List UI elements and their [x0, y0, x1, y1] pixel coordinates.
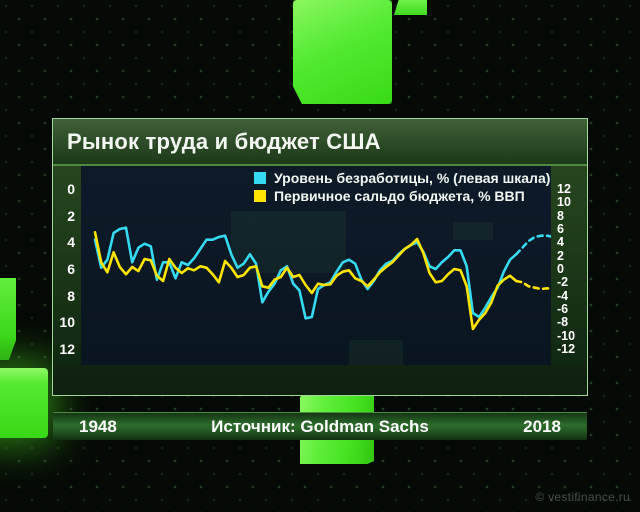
right-axis-tick: 10	[557, 195, 571, 209]
left-axis-tick: 8	[67, 288, 75, 304]
legend-swatch-budget-icon	[254, 190, 266, 202]
right-axis-tick: 6	[557, 222, 564, 236]
left-axis: 0 2 4 6 8 10 12	[53, 166, 81, 365]
right-axis-tick: 2	[557, 249, 564, 263]
chart-legend: Уровень безработицы, % (левая шкала) Пер…	[254, 170, 550, 206]
right-axis-tick: -4	[557, 289, 569, 303]
right-axis-tick: 12	[557, 182, 571, 196]
right-axis-tick: -8	[557, 315, 569, 329]
chart-panel: Рынок труда и бюджет США 0 2 4 6 8 10 12…	[52, 118, 588, 440]
footer-year-start: 1948	[79, 416, 117, 436]
right-axis-tick: -2	[557, 275, 569, 289]
green-cube-left-lower	[0, 368, 48, 438]
page-title: Рынок труда и бюджет США	[67, 128, 381, 154]
right-axis-tick: -6	[557, 302, 569, 316]
footer-bar: 1948 Источник: Goldman Sachs 2018	[53, 412, 587, 440]
left-axis-tick: 0	[67, 181, 75, 197]
chart-canvas	[93, 226, 553, 331]
green-cube-left-upper	[0, 278, 16, 360]
right-axis-tick: 0	[557, 262, 564, 276]
legend-item-budget: Первичное сальдо бюджета, % ВВП	[254, 188, 550, 204]
chart-body: 0 2 4 6 8 10 12 Уровень безработицы, % (…	[53, 166, 587, 440]
title-separator	[53, 164, 587, 166]
left-axis-tick: 12	[59, 341, 75, 357]
panel-title-bar: Рынок труда и бюджет США	[53, 119, 587, 164]
legend-item-unemployment: Уровень безработицы, % (левая шкала)	[254, 170, 550, 186]
legend-label: Уровень безработицы, % (левая шкала)	[274, 170, 551, 186]
right-axis-tick: 8	[557, 209, 564, 223]
legend-swatch-unemployment-icon	[254, 172, 266, 184]
left-axis-tick: 6	[67, 261, 75, 277]
footer-year-end: 2018	[523, 416, 561, 436]
left-axis-tick: 4	[67, 234, 75, 250]
left-axis-tick: 10	[59, 314, 75, 330]
watermark: © vestifinance.ru	[535, 490, 630, 504]
right-axis: 12 10 8 6 4 2 0 -2 -4 -6 -8 -10 -12	[551, 166, 587, 365]
right-axis-tick: 4	[557, 235, 564, 249]
plot-area: Уровень безработицы, % (левая шкала) Пер…	[81, 166, 553, 365]
right-axis-tick: -10	[557, 329, 576, 343]
right-axis-tick: -12	[557, 342, 576, 356]
background-cube-ghost	[349, 340, 403, 365]
legend-label: Первичное сальдо бюджета, % ВВП	[274, 188, 525, 204]
source-label: Источник: Goldman Sachs	[211, 416, 429, 436]
background-cube-ghost	[453, 222, 493, 240]
left-axis-tick: 2	[67, 208, 75, 224]
green-cube-top-tab	[394, 0, 427, 15]
background-cube-ghost	[231, 211, 346, 273]
green-cube-top	[293, 0, 392, 104]
